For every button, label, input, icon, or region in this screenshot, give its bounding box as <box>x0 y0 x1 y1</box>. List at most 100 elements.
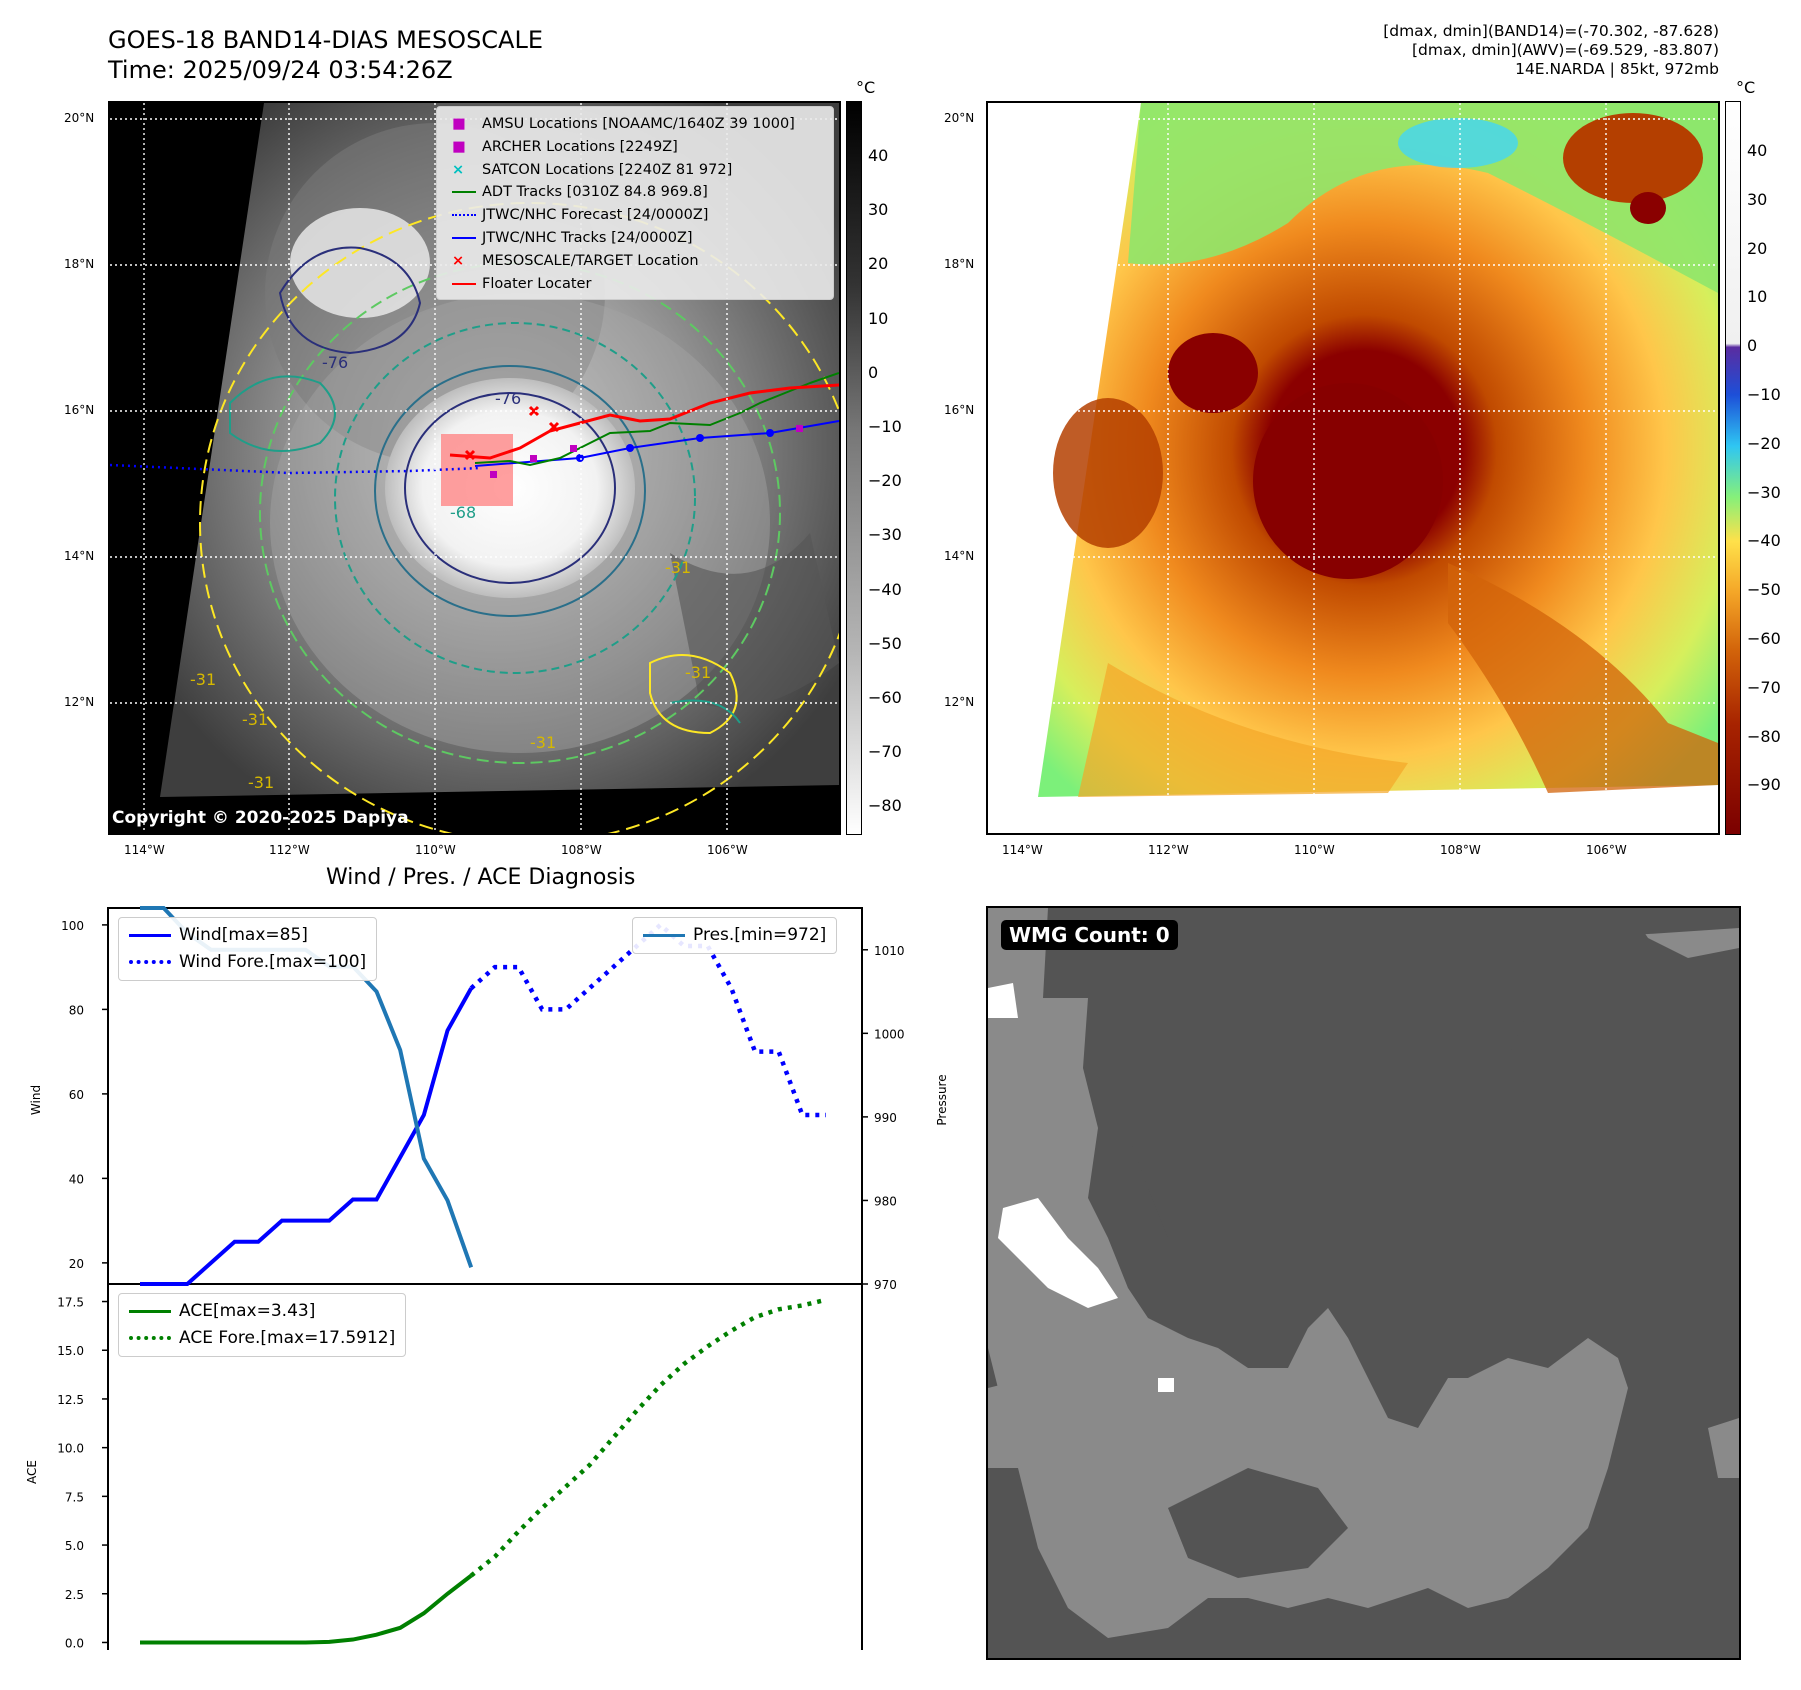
colorbar-tick: −60 <box>868 688 902 707</box>
lon-label: 114°W <box>124 843 165 857</box>
y-tick-label: 15.0 <box>57 1344 84 1358</box>
colorbar-tick: −10 <box>1747 385 1781 404</box>
y-tick-label: 60 <box>69 1088 84 1102</box>
colorbar-tick: 10 <box>868 308 889 328</box>
legend-item-jtwc: JTWC/NHC Tracks [24/0000Z] <box>452 227 795 250</box>
colorbar-tick: 10 <box>1747 287 1768 307</box>
adt-track <box>474 372 839 467</box>
intensity-info: [dmax, dmin](BAND14)=(-70.302, -87.628) … <box>1383 22 1719 79</box>
colorbar-tick: −80 <box>868 796 902 816</box>
wind-legend: Wind[max=85] Wind Fore.[max=100] <box>118 917 378 981</box>
line-marker-icon <box>452 282 476 285</box>
colorbar-tick: −40 <box>868 579 902 599</box>
legend-item-adt: ADT Tracks [0310Z 84.8 969.8] <box>452 181 795 204</box>
lat-label: 12°N <box>944 695 975 709</box>
ace-series <box>140 1574 473 1645</box>
lon-label: 110°W <box>1294 843 1335 857</box>
diagnosis-charts: Wind Pressure ACE 100 80 60 40 20 1010 1000 990… <box>25 906 949 1650</box>
forecast-track <box>110 463 481 475</box>
colorbar-tick: −30 <box>1747 482 1781 502</box>
y-tick-label: 20 <box>69 1257 84 1271</box>
wmg-count-badge: WMG Count: 0 <box>1001 920 1178 950</box>
solid-line-icon <box>129 933 171 937</box>
colorbar-tick: −30 <box>868 525 902 545</box>
ir-legend: ■ AMSU Locations [NOAAMC/1640Z 39 1000] ■… <box>436 106 834 300</box>
colorbar-tick: 20 <box>1747 238 1768 258</box>
contour-label: -31 <box>685 663 711 682</box>
awv-colorbar-unit: °C <box>1736 78 1756 97</box>
colorbar-tick: −60 <box>1747 629 1781 648</box>
contour-label: -76 <box>322 353 348 372</box>
lon-label: 106°W <box>1586 843 1627 857</box>
wmg-white-areas <box>988 983 1174 1392</box>
target-box <box>441 434 513 506</box>
figure-title: GOES-18 BAND14-DIAS MESOSCALE <box>108 26 544 54</box>
dotted-line-icon <box>129 960 171 964</box>
awv-map-panel <box>986 101 1720 835</box>
figure-time: Time: 2025/09/24 03:54:26Z <box>108 56 453 84</box>
square-marker-icon: ■ <box>452 116 466 132</box>
contour-label: -31 <box>242 710 268 729</box>
colorbar-tick: 0 <box>868 362 879 382</box>
legend-item-amsu: ■ AMSU Locations [NOAAMC/1640Z 39 1000] <box>452 113 795 136</box>
colorbar-tick: −50 <box>1747 580 1781 600</box>
pressure-legend: Pres.[min=972] <box>632 917 838 954</box>
legend-item-wind: Wind[max=85] <box>129 922 366 949</box>
legend-item-floater: Floater Locater <box>452 273 795 296</box>
square-marker-icon: ■ <box>452 138 466 155</box>
ace-axis-label: ACE <box>25 1460 39 1484</box>
lat-label: 12°N <box>64 695 95 709</box>
awv-colorbar <box>1725 101 1741 835</box>
legend-item-pressure: Pres.[min=972] <box>643 922 826 949</box>
colorbar-tick: 0 <box>1747 336 1758 356</box>
wmg-panel <box>986 906 1741 1660</box>
dotted-line-icon <box>129 1336 171 1340</box>
line-dot-icon <box>452 236 476 239</box>
ace-axes <box>107 1283 863 1650</box>
lat-label: 14°N <box>944 549 975 563</box>
colorbar-tick: −10 <box>868 417 902 436</box>
storm-info: 14E.NARDA | 85kt, 972mb <box>1515 60 1719 78</box>
lat-label: 20°N <box>944 111 975 125</box>
ace-forecast-series <box>469 1297 827 1578</box>
colorbar-tick: 30 <box>868 200 889 220</box>
pressure-axis-label: Pressure <box>935 1074 949 1125</box>
contour-label: -68 <box>450 503 476 522</box>
lon-label: 108°W <box>561 843 602 857</box>
contour-label: -31 <box>665 558 691 577</box>
legend-item-ace: ACE[max=3.43] <box>129 1298 395 1325</box>
lat-label: 16°N <box>944 403 975 417</box>
ir-colorbar <box>846 101 862 835</box>
lon-label: 114°W <box>1002 843 1043 857</box>
legend-item-satcon: × SATCON Locations [2240Z 81 972] <box>452 159 795 182</box>
contour-76 <box>404 392 616 584</box>
lat-label: 14°N <box>64 549 95 563</box>
awv-range: [dmax, dmin](AWV)=(-69.529, -83.807) <box>1412 41 1719 59</box>
contour-label: -31 <box>530 733 556 752</box>
lat-label: 18°N <box>64 257 95 271</box>
y-tick-label: 2.5 <box>65 1588 84 1602</box>
line-marker-icon <box>452 191 476 194</box>
contour-label: -76 <box>495 389 521 408</box>
band14-range: [dmax, dmin](BAND14)=(-70.302, -87.628) <box>1383 22 1719 40</box>
wind-series <box>140 987 473 1286</box>
legend-item-archer: ■ ARCHER Locations [2249Z] <box>452 136 795 159</box>
solid-line-icon <box>643 933 685 937</box>
y-tick-label: 7.5 <box>65 1490 84 1504</box>
diagnosis-title: Wind / Pres. / ACE Diagnosis <box>326 865 636 890</box>
colorbar-tick: −80 <box>1747 726 1781 746</box>
lon-label: 108°W <box>1440 843 1481 857</box>
dotted-line-icon <box>452 214 476 217</box>
legend-item-forecast: JTWC/NHC Forecast [24/0000Z] <box>452 204 795 227</box>
lon-label: 112°W <box>269 843 310 857</box>
ir-colorbar-unit: °C <box>856 78 876 97</box>
contour-label: -31 <box>248 773 274 792</box>
colorbar-tick: 40 <box>1747 141 1768 160</box>
solid-line-icon <box>129 1309 171 1313</box>
contour-label: -31 <box>190 670 216 689</box>
gridlines <box>110 103 839 833</box>
jtwc-track <box>474 420 839 467</box>
lon-label: 110°W <box>415 843 456 857</box>
copyright: Copyright © 2020-2025 Dapiya <box>112 808 409 828</box>
